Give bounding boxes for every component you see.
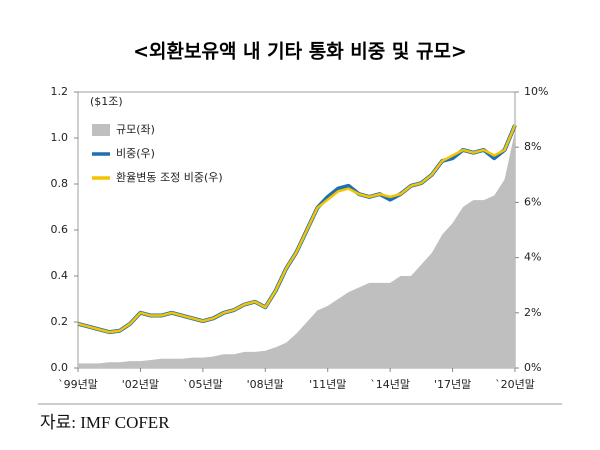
x-tick-label: '11년말 — [309, 378, 346, 391]
area — [78, 131, 515, 368]
source: 자료: IMF COFER — [40, 413, 170, 432]
y2-tick-label: 6% — [524, 195, 541, 208]
x-tick-label: `99년말 — [58, 378, 98, 391]
legend-label: 환율변동 조정 비중(우) — [116, 171, 223, 184]
legend-label: 규모(좌) — [116, 123, 155, 136]
y-unit: ($1조) — [90, 95, 123, 108]
y-tick-label: 0.6 — [51, 223, 69, 236]
y-tick-label: 0.4 — [51, 269, 69, 282]
x-tick-label: '17년말 — [434, 378, 471, 391]
y-tick-label: 1.2 — [51, 85, 69, 98]
x-tick-label: `20년말 — [495, 378, 535, 391]
y-tick-label: 0.8 — [51, 177, 69, 190]
x-tick-label: `05년말 — [183, 378, 223, 391]
y2-tick-label: 4% — [524, 251, 541, 264]
line — [77, 124, 517, 334]
chart-title: <외환보유액 내 기타 통화 비중 및 규모> — [133, 41, 467, 63]
legend-swatch — [92, 124, 110, 136]
y2-tick-label: 2% — [524, 306, 541, 319]
legend-label: 비중(우) — [116, 147, 155, 160]
y2-tick-label: 8% — [524, 140, 541, 153]
y-tick-label: 1.0 — [51, 131, 69, 144]
y2-tick-label: 10% — [524, 85, 548, 98]
x-tick-label: `14년말 — [370, 378, 410, 391]
x-tick-label: '02년말 — [122, 378, 159, 391]
y2-tick-label: 0% — [524, 361, 541, 374]
y-tick-label: 0.0 — [51, 361, 69, 374]
y-tick-label: 0.2 — [51, 315, 69, 328]
x-tick-label: '08년말 — [247, 378, 284, 391]
